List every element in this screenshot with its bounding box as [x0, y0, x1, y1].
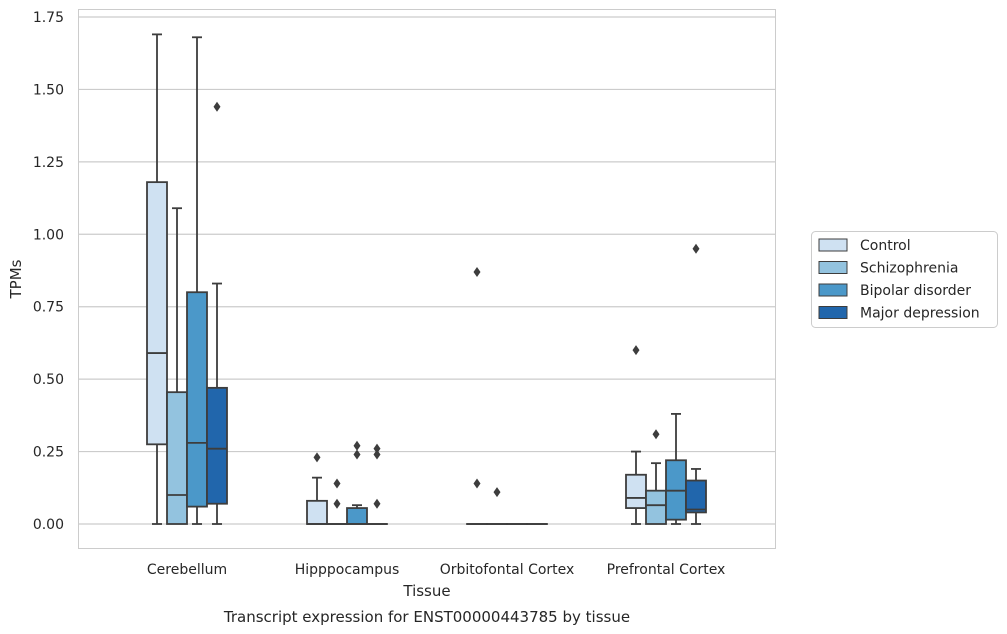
- x-tick-label: Cerebellum: [147, 562, 227, 578]
- y-tick-label: 0.00: [33, 517, 64, 533]
- chart-caption: Transcript expression for ENST0000044378…: [223, 608, 630, 626]
- outlier-point: [493, 487, 501, 498]
- outlier-point: [373, 443, 381, 454]
- box-body: [206, 386, 228, 505]
- legend-swatch: [818, 238, 848, 252]
- box-body: [346, 507, 368, 525]
- legend-label: Schizophrenia: [860, 261, 958, 277]
- y-tick-label: 1.75: [33, 10, 64, 26]
- box-body: [306, 499, 328, 525]
- box-schizophrenia: [326, 478, 348, 525]
- box-schizophrenia: [166, 207, 188, 525]
- outlier-point: [353, 440, 361, 451]
- y-tick-label: 0.25: [33, 445, 64, 461]
- box-major-depression: [685, 243, 707, 525]
- outlier-point: [632, 345, 640, 356]
- box-major-depression: [366, 443, 388, 525]
- outlier-point: [692, 243, 700, 254]
- x-axis-ticks: Cerebellum Hipppocampus Orbitofontal Corte…: [147, 562, 725, 578]
- outlier-point: [373, 449, 381, 460]
- box-body: [645, 489, 667, 525]
- box-schizophrenia: [486, 487, 508, 525]
- legend-label: Control: [860, 238, 911, 254]
- outlier-point: [473, 266, 481, 277]
- box-control: [306, 452, 328, 525]
- box-body: [166, 391, 188, 525]
- legend: Control Schizophrenia Bipolar disorder Majo…: [811, 231, 998, 328]
- box-bipolar-disorder: [665, 413, 687, 525]
- box-control: [146, 33, 168, 525]
- y-tick-label: 0.75: [33, 300, 64, 316]
- y-tick-label: 1.50: [33, 82, 64, 98]
- box-control: [466, 266, 488, 525]
- box-body: [186, 291, 208, 508]
- box-body: [146, 181, 168, 446]
- outlier-point: [373, 498, 381, 509]
- box-bipolar-disorder: [186, 36, 208, 525]
- legend-label: Major depression: [860, 306, 980, 322]
- plot-frame: [78, 9, 776, 549]
- outlier-point: [333, 478, 341, 489]
- box-major-depression: [206, 101, 228, 525]
- y-tick-label: 1.00: [33, 227, 64, 243]
- outlier-point: [313, 452, 321, 463]
- legend-swatch: [818, 261, 848, 274]
- y-axis-ticks: 0.00 0.25 0.50 0.75 1.00 1.25 1.50 1.75: [33, 10, 64, 533]
- outlier-point: [333, 498, 341, 509]
- legend-label: Bipolar disorder: [860, 283, 971, 299]
- y-tick-label: 0.50: [33, 372, 64, 388]
- box-body: [625, 473, 647, 509]
- outlier-point: [353, 449, 361, 460]
- box-schizophrenia: [645, 429, 667, 525]
- outlier-point: [652, 429, 660, 440]
- boxes-layer: [146, 33, 707, 525]
- outlier-point: [473, 478, 481, 489]
- legend-frame: [811, 231, 998, 328]
- legend-swatch: [818, 283, 848, 297]
- box-body: [685, 479, 707, 514]
- box-control: [625, 345, 647, 525]
- y-tick-label: 1.25: [33, 155, 64, 171]
- box-bipolar-disorder: [346, 440, 368, 525]
- outlier-point: [213, 101, 221, 112]
- x-tick-label: Hipppocampus: [295, 562, 400, 578]
- x-tick-label: Orbitofontal Cortex: [440, 562, 575, 578]
- legend-swatch: [818, 306, 848, 319]
- y-axis-label: TPMs: [7, 259, 25, 299]
- x-tick-label: Prefrontal Cortex: [607, 562, 726, 578]
- x-axis-label: Tissue: [402, 582, 450, 600]
